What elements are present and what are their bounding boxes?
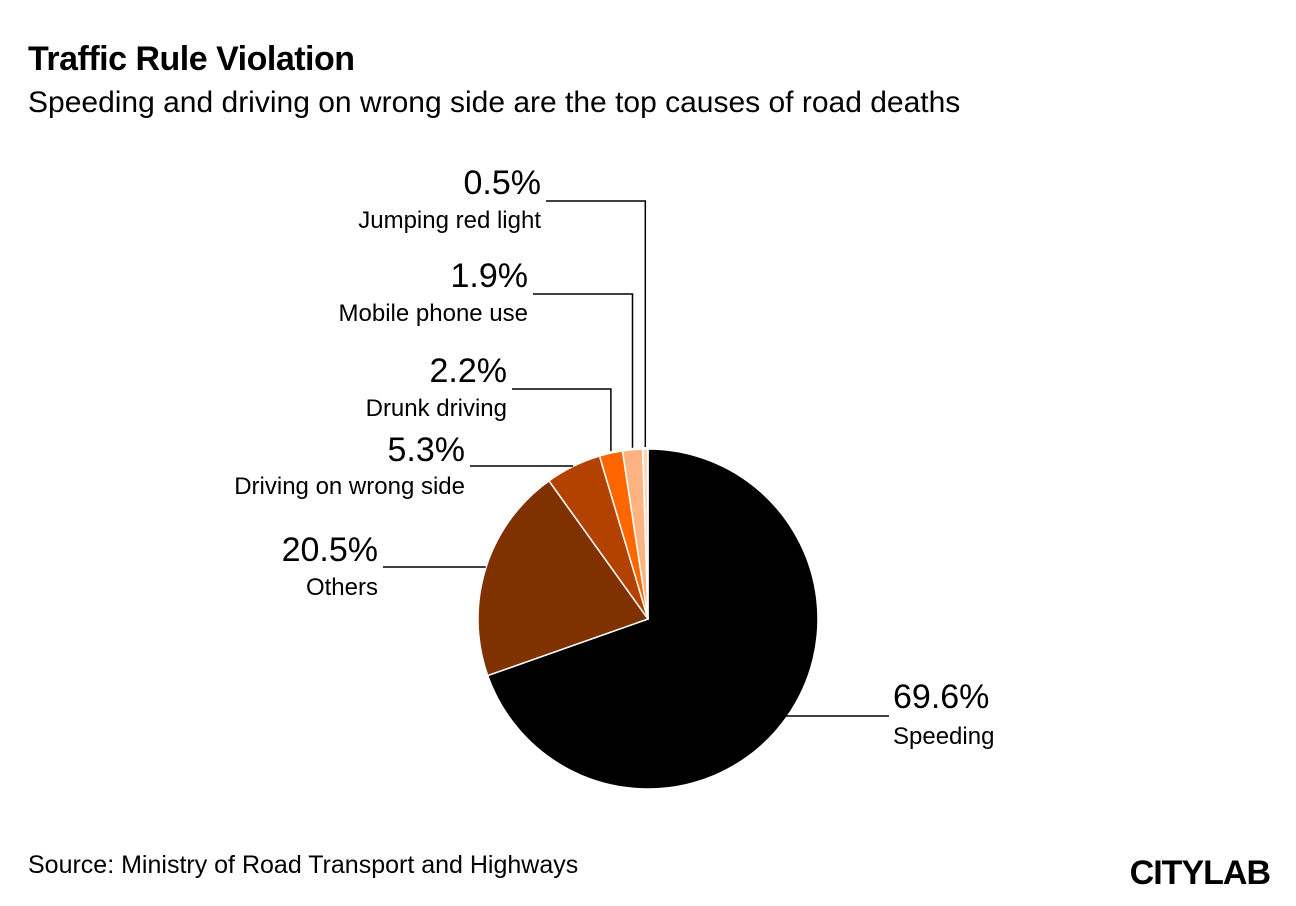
value-label-mobile-phone-use: 1.9%	[451, 257, 529, 295]
value-label-drunk-driving: 2.2%	[430, 352, 508, 390]
value-label-speeding: 69.6%	[893, 678, 989, 716]
source-note: Source: Ministry of Road Transport and H…	[28, 851, 579, 879]
pie-slice-speeding	[486, 448, 819, 790]
category-label-mobile-phone-use: Mobile phone use	[339, 300, 528, 327]
value-label-jumping-red-light: 0.5%	[464, 164, 542, 202]
slice-labels: 69.6% Speeding 20.5% Others 5.3% Driving on w…	[234, 164, 994, 750]
leader-line-drunk-driving	[512, 388, 612, 452]
pie-slice-others	[477, 480, 649, 677]
chart-subtitle: Speeding and driving on wrong side are t…	[28, 86, 961, 119]
category-label-driving-on-wrong-side: Driving on wrong side	[234, 473, 465, 500]
leader-line-jumping-red-light	[546, 200, 647, 447]
leader-line-mobile-phone-use	[533, 293, 634, 448]
pie-slice-jumping-red-light	[641, 448, 649, 620]
value-label-others: 20.5%	[282, 531, 378, 569]
citylab-logo: CITYLAB	[1129, 854, 1271, 892]
leader-lines	[383, 200, 889, 717]
category-label-speeding: Speeding	[893, 723, 994, 750]
chart-title: Traffic Rule Violation	[28, 40, 355, 78]
pie-slices	[477, 448, 819, 790]
category-label-others: Others	[306, 574, 378, 601]
category-label-jumping-red-light: Jumping red light	[358, 207, 541, 234]
value-label-driving-on-wrong-side: 5.3%	[388, 431, 466, 469]
category-label-drunk-driving: Drunk driving	[366, 395, 507, 422]
